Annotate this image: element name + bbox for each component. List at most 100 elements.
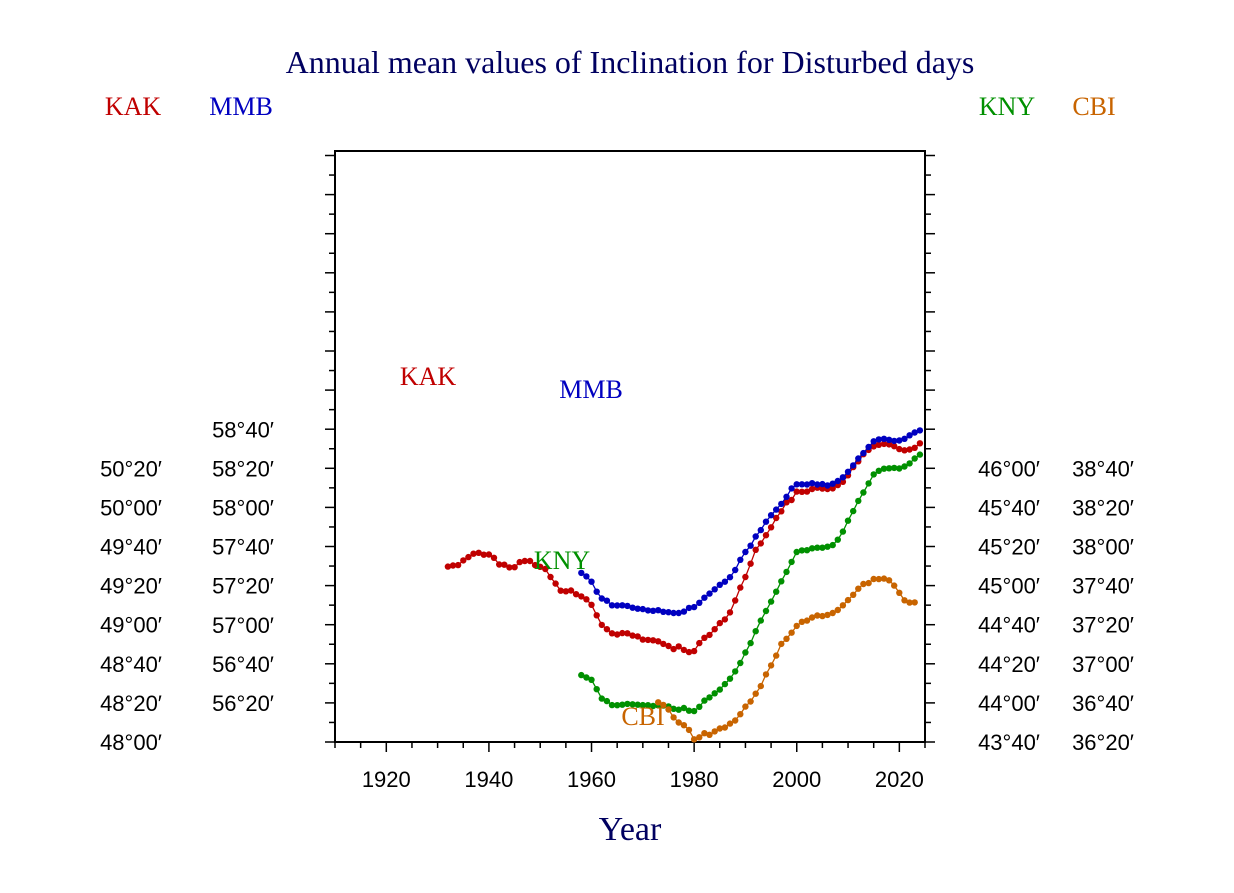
data-point-cbi <box>721 724 729 731</box>
data-point-kny <box>896 465 903 472</box>
data-point-kny <box>732 668 739 675</box>
y-tick-label-mmb: 57°00′ <box>212 613 274 638</box>
data-point-cbi <box>834 606 841 614</box>
data-point-mmb <box>844 468 852 475</box>
data-point-cbi <box>901 597 908 604</box>
data-point-kak <box>665 642 672 650</box>
data-point-kny <box>911 455 918 462</box>
y-tick-label-mmb: 57°20′ <box>212 574 274 599</box>
data-point-mmb <box>875 436 882 443</box>
data-point-mmb <box>793 481 800 488</box>
data-point-kny <box>885 465 893 472</box>
data-point-kak <box>511 564 518 571</box>
data-point-mmb <box>855 455 862 462</box>
data-point-kny <box>742 649 749 656</box>
data-point-kak <box>711 626 718 633</box>
data-point-cbi <box>665 706 672 713</box>
data-point-kny <box>737 659 744 667</box>
series-label-kak: KAK <box>400 362 457 391</box>
data-point-cbi <box>670 714 677 721</box>
data-point-mmb <box>829 480 836 487</box>
y-tick-label-cbi: 37°00′ <box>1072 652 1134 677</box>
data-point-kak <box>531 561 539 569</box>
data-point-kak <box>465 553 472 561</box>
data-point-mmb <box>578 569 585 577</box>
data-point-mmb <box>655 607 662 614</box>
data-point-cbi <box>685 726 693 734</box>
data-point-cbi <box>701 730 708 737</box>
data-point-kak <box>490 554 498 561</box>
data-point-kak <box>870 443 877 450</box>
data-point-kny <box>875 467 882 474</box>
data-point-kny <box>721 680 729 688</box>
data-point-kak <box>567 587 575 594</box>
data-point-cbi <box>844 596 852 604</box>
data-point-cbi <box>855 585 862 592</box>
data-point-kny <box>870 471 877 478</box>
y-tick-label-kak: 49°00′ <box>100 613 162 638</box>
data-point-cbi <box>808 614 816 621</box>
data-point-kak <box>737 584 744 591</box>
data-point-cbi <box>798 618 806 625</box>
data-point-mmb <box>860 449 867 457</box>
x-tick-label: 1980 <box>670 767 719 792</box>
data-point-kak <box>655 638 662 645</box>
data-point-cbi <box>860 580 867 588</box>
data-point-cbi <box>891 582 898 589</box>
data-point-kny <box>798 547 806 554</box>
data-point-kak <box>783 499 790 506</box>
y-tick-label-cbi: 38°00′ <box>1072 535 1134 560</box>
data-point-kak <box>516 558 523 566</box>
data-point-cbi <box>906 599 913 606</box>
data-point-mmb <box>726 574 734 581</box>
y-tick-label-kny: 45°40′ <box>978 495 1040 520</box>
data-point-kak <box>593 612 600 619</box>
y-tick-label-kny: 45°20′ <box>978 535 1040 560</box>
data-point-kak <box>562 588 570 595</box>
data-point-kny <box>649 702 657 710</box>
data-point-cbi <box>839 602 847 609</box>
y-tick-label-mmb: 56°40′ <box>212 652 274 677</box>
data-point-cbi <box>870 575 877 583</box>
data-point-kny <box>690 707 698 715</box>
data-point-kak <box>752 546 759 553</box>
data-point-kak <box>880 440 888 448</box>
axis-name-kak: KAK <box>105 92 162 121</box>
data-point-mmb <box>803 481 811 488</box>
data-point-mmb <box>665 609 672 616</box>
data-point-kak <box>537 563 544 570</box>
data-point-kny <box>583 674 590 681</box>
data-point-kak <box>485 551 493 558</box>
y-tick-label-cbi: 37°40′ <box>1072 574 1134 599</box>
data-point-kak <box>803 488 811 495</box>
data-point-mmb <box>675 609 682 617</box>
data-point-cbi <box>896 589 903 596</box>
data-point-cbi <box>711 728 718 735</box>
data-point-kny <box>793 548 800 556</box>
data-point-mmb <box>696 599 703 606</box>
data-point-kny <box>762 607 770 615</box>
data-point-cbi <box>814 612 821 619</box>
data-point-mmb <box>737 556 744 563</box>
data-point-cbi <box>742 703 749 710</box>
data-point-kak <box>675 643 682 650</box>
data-point-kak <box>598 621 605 629</box>
data-point-kny <box>670 705 677 712</box>
y-tick-label-cbi: 36°40′ <box>1072 691 1134 716</box>
data-point-mmb <box>716 581 723 588</box>
y-tick-label-kny: 44°40′ <box>978 613 1040 638</box>
data-point-kak <box>891 443 898 450</box>
data-point-kny <box>624 700 631 708</box>
data-point-kny <box>685 707 693 714</box>
data-point-cbi <box>737 711 744 718</box>
data-point-kak <box>572 591 580 598</box>
data-point-kak <box>608 630 616 637</box>
x-tick-labels: 1920 1940 1960 1980 2000 2020 <box>362 767 924 792</box>
data-point-mmb <box>757 526 764 534</box>
data-point-kak <box>767 524 775 531</box>
data-point-cbi <box>880 575 888 582</box>
data-point-kak <box>603 626 611 633</box>
axis-name-cbi: CBI <box>1072 92 1115 121</box>
data-point-mmb <box>788 485 795 492</box>
data-point-kny <box>747 639 754 647</box>
